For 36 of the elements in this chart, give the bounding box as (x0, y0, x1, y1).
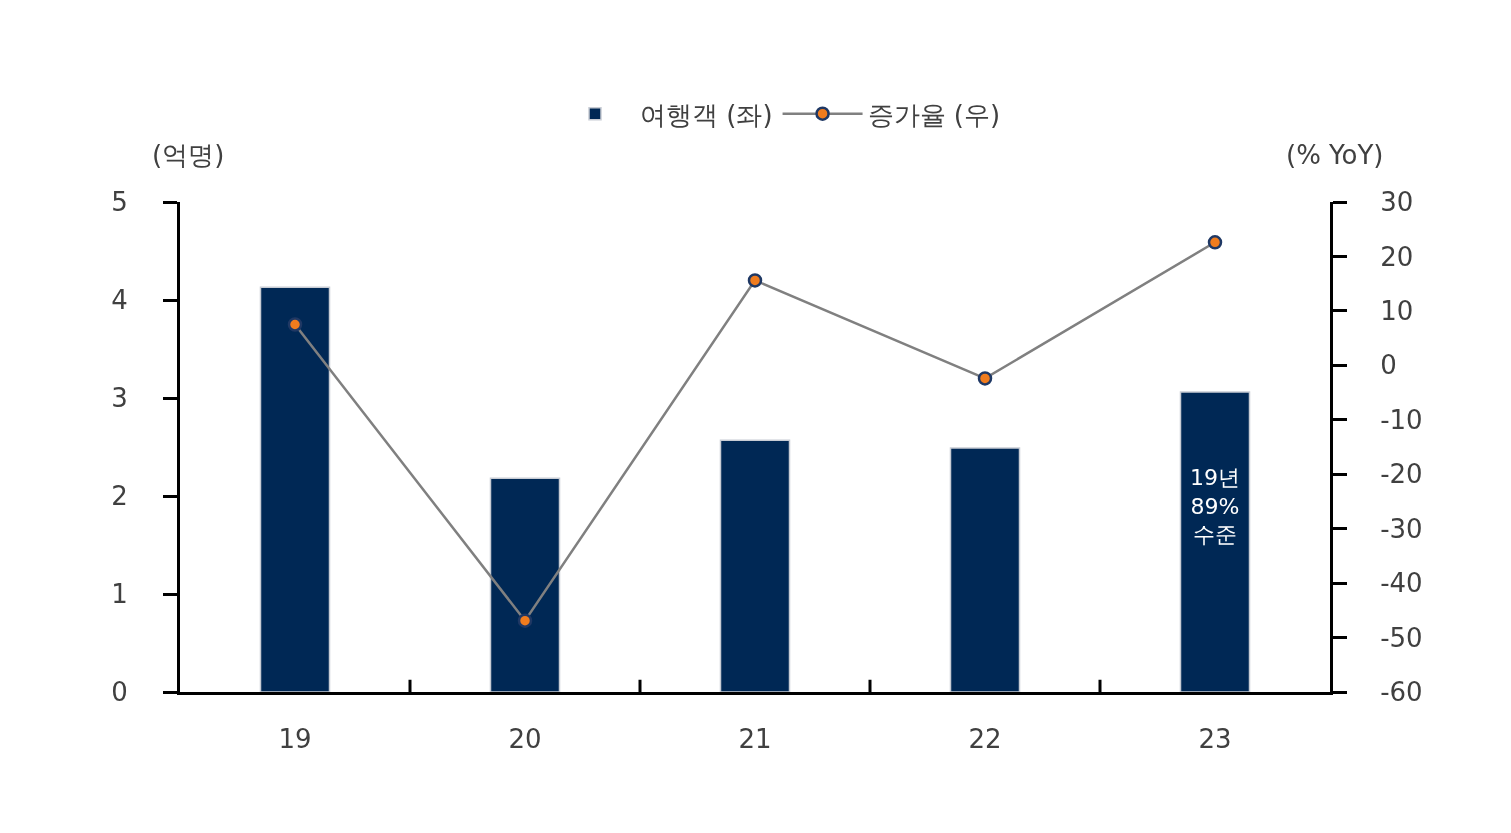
y2-tick-label: -10 (1380, 404, 1423, 435)
y2-axis-title: (% YoY) (1286, 140, 1384, 170)
y-tick-label: 1 (111, 579, 128, 610)
y2-tick-label: 30 (1380, 187, 1414, 218)
point (977, 371, 993, 386)
legend-label: 여행객 (좌) (640, 99, 773, 130)
point (1207, 235, 1223, 250)
y2-tick-label: -40 (1380, 568, 1423, 599)
bar (949, 447, 1021, 692)
y2-tick-label: -30 (1380, 513, 1423, 544)
y-axis-title: (억명) (152, 140, 225, 170)
bar (719, 439, 791, 692)
y2-tick-label: -50 (1380, 622, 1423, 653)
x-tick-label: 19 (278, 724, 312, 755)
x-tick-label: 21 (738, 724, 772, 755)
x-tick-label: 22 (968, 724, 1002, 755)
bar (1179, 391, 1251, 692)
y-tick-label: 3 (111, 383, 128, 414)
y-tick-label: 5 (111, 187, 128, 218)
bar (259, 286, 331, 692)
point (747, 273, 763, 288)
y-tick-label: 0 (111, 677, 128, 708)
y2-tick-label: 10 (1380, 295, 1414, 326)
point (517, 613, 533, 628)
bar (489, 477, 561, 692)
legend-label: 증가율 (우) (867, 99, 1001, 130)
y-tick-label: 4 (111, 285, 128, 316)
x-tick-label: 20 (508, 724, 542, 755)
point (287, 317, 303, 332)
annotation: 19년 89% 수준 (1190, 465, 1240, 548)
y2-tick-label: -60 (1380, 677, 1423, 708)
y2-tick-label: 0 (1380, 350, 1397, 381)
y2-tick-label: 20 (1380, 241, 1414, 272)
y-tick-label: 2 (111, 481, 128, 512)
x-tick-label: 23 (1198, 724, 1232, 755)
y2-tick-label: -20 (1380, 459, 1423, 490)
